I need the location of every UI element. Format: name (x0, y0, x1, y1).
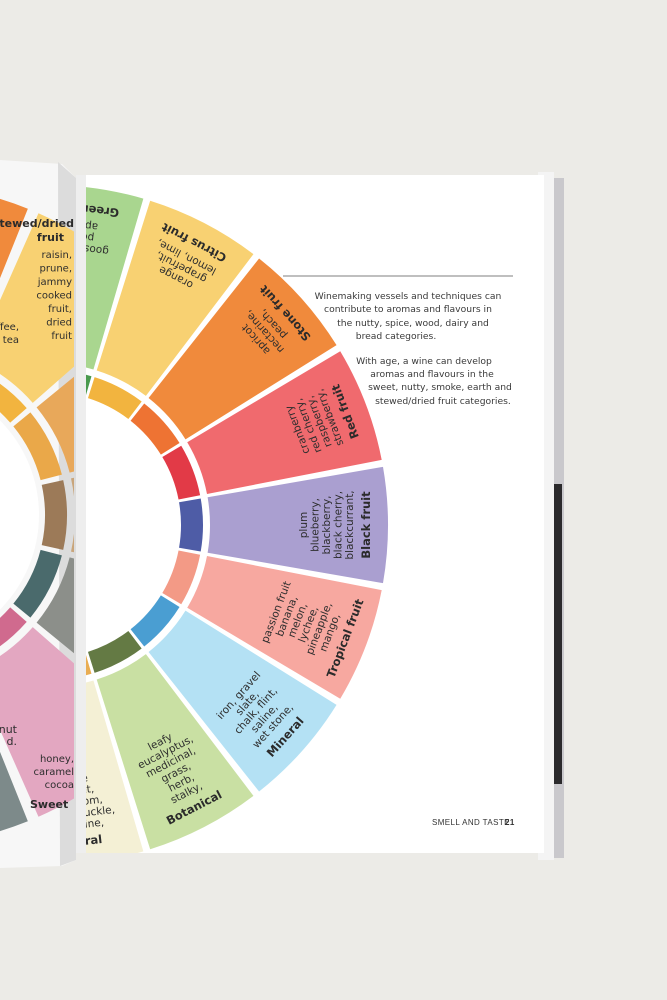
segment-item: ffee, (0, 322, 19, 333)
segment-item: black cherry, (333, 491, 345, 559)
aroma-wheel-left-part: Sweethoney,caramelcocoaStewed/driedfruit… (0, 198, 74, 832)
segment-inner-band (130, 595, 180, 647)
segment-inner-band (86, 374, 92, 395)
left-wheel-segment (71, 477, 74, 553)
svg-text:sweet, nutty, smoke, earth and: sweet, nutty, smoke, earth and (368, 382, 512, 393)
segment-item: plum (298, 512, 310, 538)
svg-text:the nutty, spice, wood, dairy: the nutty, spice, wood, dairy and (337, 318, 489, 329)
note-line: sweet, nutty, smoke, earth and (368, 382, 512, 393)
segment-outer (187, 556, 382, 699)
left-wheel-centre (0, 420, 39, 610)
svg-text:21: 21 (505, 818, 515, 827)
left-wheel-inner-band (41, 480, 67, 550)
segment-item: d. (7, 735, 17, 748)
segment-title: Stewed/dried (0, 217, 74, 230)
svg-text:Winemaking vessels and techniq: Winemaking vessels and techniques can (315, 291, 502, 302)
note-line: Winemaking vessels and techniques can (315, 291, 502, 302)
segment-outer (96, 200, 254, 396)
segment-item: tea (3, 335, 19, 346)
segment-inner-band (162, 445, 201, 500)
svg-text:SMELL AND TASTE: SMELL AND TASTE (432, 818, 510, 827)
segment-item: violet, (61, 783, 95, 799)
page-number: 21 (505, 818, 515, 827)
segment-item: cocoa (45, 780, 74, 791)
note-line: bread categories. (356, 331, 437, 342)
footer-section: SMELL AND TASTE (432, 818, 510, 827)
left-wheel-segment (36, 376, 74, 473)
segment-title: Black fruit (359, 491, 373, 559)
segment-outer (86, 187, 144, 370)
segment-inner-band (86, 655, 92, 676)
segment-item: blueberry, (310, 498, 322, 552)
segment-item: caramel (33, 767, 74, 778)
gutter-shadow (76, 175, 86, 853)
segment-outer (187, 351, 382, 494)
svg-text:bread categories.: bread categories. (356, 331, 437, 342)
note-line: contribute to aromas and flavours in (324, 304, 492, 315)
segment-title: Sweet (30, 798, 68, 811)
note-line: stewed/dried fruit categories. (375, 396, 511, 407)
segment-item: rose (65, 772, 89, 786)
notes-paragraph-1: Winemaking vessels and techniques can co… (315, 291, 502, 342)
segment-item: honey, (40, 754, 74, 765)
segment-item: apple, (65, 217, 99, 233)
note-line: With age, a wine can develop (356, 356, 492, 367)
left-wheel-inner-band (13, 412, 62, 481)
segment-inner-band (87, 630, 142, 673)
left-wheel-segment (36, 557, 74, 654)
segment-title: fruit (37, 231, 64, 244)
note-line: the nutty, spice, wood, dairy and (337, 318, 489, 329)
segment-item: pear, (66, 229, 94, 244)
left-wheel-inner-band (13, 549, 62, 618)
left-wheel-inner-band (0, 383, 27, 423)
left-wheel-segment (0, 751, 28, 832)
wheel-centre (86, 402, 176, 648)
segment-item: dried (46, 318, 72, 329)
left-wheel-segment (0, 198, 28, 279)
segment-item: blackcurrant, (344, 490, 356, 559)
svg-text:stewed/dried fruit categories.: stewed/dried fruit categories. (375, 396, 511, 407)
segment-item: fruit (51, 331, 72, 342)
note-line: aromas and flavours in the (370, 369, 494, 380)
segment-title: Floral (64, 832, 102, 850)
segment-item: cooked (36, 291, 72, 302)
wheel-segment-tropical-fruit: Tropical fruitmango,pineapple,lychee,mel… (162, 550, 382, 699)
segment-inner-band (162, 550, 201, 605)
segment-outer (86, 680, 144, 853)
svg-text:contribute to aromas and flavo: contribute to aromas and flavours in (324, 304, 492, 315)
wheel-segment-green-fruit: Green fruitapple,pear,gooseberry (65, 187, 144, 395)
segment-inner-band (179, 498, 203, 552)
left-wheel-segment (0, 627, 74, 817)
segment-item: blackberry, (321, 496, 333, 555)
segment-outer (96, 654, 254, 850)
segment-item: raisin, (41, 250, 72, 261)
wheel-segment-floral: Floraljasmine,honeysuckle,blossom,violet… (61, 655, 144, 853)
notes-paragraph-2: With age, a wine can develop aromas and … (356, 356, 512, 407)
segment-inner-band (130, 403, 180, 455)
svg-text:With age, a wine can develop: With age, a wine can develop (356, 356, 492, 367)
segment-outer (207, 466, 389, 584)
aroma-wheel-right-part: Green fruitapple,pear,gooseberryCitrus f… (61, 187, 389, 853)
segment-item: nut (0, 723, 18, 736)
left-wheel-inner-band (0, 607, 27, 647)
segment-item: prune, (40, 264, 72, 275)
wheel-segment-botanical: Botanicalstalky,herb,grass,medicinal,euc… (87, 630, 254, 850)
segment-outer (148, 258, 337, 440)
svg-text:aromas and flavours in the: aromas and flavours in the (370, 369, 494, 380)
segment-item: jammy (37, 277, 72, 288)
segment-inner-band (87, 377, 142, 420)
segment-outer (148, 610, 337, 792)
segment-item: fruit, (48, 304, 72, 315)
left-wheel-segment (0, 213, 74, 403)
